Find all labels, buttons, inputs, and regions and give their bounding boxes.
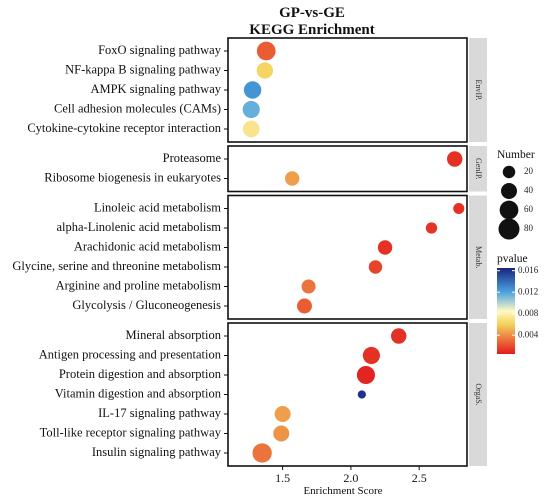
pathway-label-protein-digestion-and-absorption: Protein digestion and absorption [59, 367, 222, 381]
colorbar-tick-label: 0.012 [518, 286, 538, 296]
pathway-label-proteasome: Proteasome [163, 151, 222, 165]
panel-frame [227, 145, 468, 193]
point-arginine-and-proline-metabolism [301, 279, 316, 294]
panel-genip: GenIP. Proteasome Ribosome biogenesis in e… [44, 145, 487, 193]
pathway-label-arginine-and-proline-metabolism: Arginine and proline metabolism [56, 278, 222, 292]
pathway-label-linoleic-acid-metabolism: Linoleic acid metabolism [94, 200, 221, 214]
x-axis: 1.5 2.0 2.5 [275, 466, 427, 485]
size-legend-dot [500, 182, 518, 200]
color-legend-title: pvalue [497, 253, 528, 265]
pathway-label-nf-kappa-b-signaling-pathway: NF-kappa B signaling pathway [65, 62, 222, 76]
pathway-label-cell-adhesion-molecules-cams: Cell adhesion molecules (CAMs) [54, 101, 221, 115]
pathway-label-ribosome-biogenesis-in-eukaryotes: Ribosome biogenesis in eukaryotes [44, 170, 221, 184]
panel-strip [469, 195, 487, 319]
point-glycolysis-gluconeogenesis [297, 298, 312, 314]
size-legend-dot [499, 200, 519, 220]
point-il-17-signaling-pathway [274, 405, 291, 423]
point-glycine-serine-and-threonine-metabolism [368, 260, 383, 274]
pathway-label-il-17-signaling-pathway: IL-17 signaling pathway [98, 406, 222, 420]
point-vitamin-digestion-and-absorption [357, 390, 366, 399]
panel-strip-label: OrgaS. [474, 383, 483, 405]
pathway-label-mineral-absorption: Mineral absorption [126, 328, 222, 342]
point-toll-like-receptor-signaling-pathway [273, 425, 290, 442]
size-legend-label: 80 [524, 223, 534, 233]
colorbar-tick-label: 0.008 [518, 308, 539, 318]
pathway-label-vitamin-digestion-and-absorption: Vitamin digestion and absorption [55, 386, 222, 400]
point-proteasome [447, 151, 463, 167]
panel-frame [227, 194, 468, 320]
point-alpha-linolenic-acid-metabolism [425, 222, 438, 234]
x-tick-label: 2.0 [343, 471, 358, 485]
panel-strip-label: GenIP. [474, 158, 483, 180]
panel-envip: EnvIP. FoxO signaling pathway NF-kappa B s… [27, 37, 487, 143]
x-axis-label: Enrichment Score [303, 485, 382, 497]
pathway-label-cytokine-cytokine-receptor-interaction: Cytokine-cytokine receptor interaction [27, 121, 221, 135]
chart-title: GP-vs-GE [279, 5, 345, 21]
colorbar [497, 268, 515, 354]
panel-strip-label: Metab. [474, 246, 483, 268]
pathway-label-antigen-processing-and-presentation: Antigen processing and presentation [39, 347, 222, 361]
point-insulin-signaling-pathway [252, 443, 272, 463]
x-tick-label: 2.5 [412, 471, 427, 485]
point-mineral-absorption [391, 328, 407, 344]
point-arachidonic-acid-metabolism [377, 240, 393, 255]
panels-group: EnvIP. FoxO signaling pathway NF-kappa B s… [12, 37, 487, 467]
point-antigen-processing-and-presentation [362, 346, 380, 365]
pathway-label-ampk-signaling-pathway: AMPK signaling pathway [90, 82, 221, 96]
pathway-label-glycine-serine-and-threonine-metabolism: Glycine, serine and threonine metabolism [12, 259, 221, 273]
panel-strip-label: EnvIP. [474, 79, 483, 100]
point-ampk-signaling-pathway [243, 81, 262, 99]
size-legend-label: 20 [524, 166, 534, 176]
colorbar-tick-label: 0.004 [518, 329, 539, 339]
chart-subtitle: KEGG Enrichment [249, 22, 374, 38]
panel-frame [227, 322, 468, 467]
point-linoleic-acid-metabolism [453, 202, 465, 215]
point-nf-kappa-b-signaling-pathway [256, 62, 274, 79]
panel-strip [469, 323, 487, 466]
x-tick-label: 1.5 [275, 471, 290, 485]
pathway-label-glycolysis-gluconeogenesis: Glycolysis / Gluconeogenesis [72, 298, 221, 312]
size-legend-label: 40 [524, 185, 534, 195]
pathway-label-foxo-signaling-pathway: FoxO signaling pathway [98, 43, 222, 57]
point-cytokine-cytokine-receptor-interaction [242, 120, 260, 138]
size-legend-dot [498, 218, 520, 240]
size-legend-label: 60 [524, 204, 534, 214]
panel-orgas: OrgaS. Mineral absorption Antigen processi… [39, 322, 487, 467]
point-foxo-signaling-pathway [256, 41, 276, 61]
pathway-label-toll-like-receptor-signaling-pathway: Toll-like receptor signaling pathway [40, 425, 222, 439]
size-legend-title: Number [497, 149, 535, 161]
panel-metab: Metab. Linoleic acid metabolism alpha-Lino… [12, 194, 487, 320]
panel-strip [469, 38, 487, 142]
pathway-label-insulin-signaling-pathway: Insulin signaling pathway [92, 445, 222, 459]
pathway-label-arachidonic-acid-metabolism: Arachidonic acid metabolism [74, 239, 221, 253]
point-protein-digestion-and-absorption [356, 365, 375, 385]
point-cell-adhesion-molecules-cams [242, 100, 260, 119]
size-legend-dot [502, 165, 516, 179]
pathway-label-alpha-linolenic-acid-metabolism: alpha-Linolenic acid metabolism [56, 220, 221, 234]
colorbar-tick-label: 0.016 [518, 265, 539, 275]
panel-strip [469, 146, 487, 192]
size-legend: Number 20 40 60 80 [497, 149, 535, 240]
point-ribosome-biogenesis-in-eukaryotes [284, 171, 300, 186]
